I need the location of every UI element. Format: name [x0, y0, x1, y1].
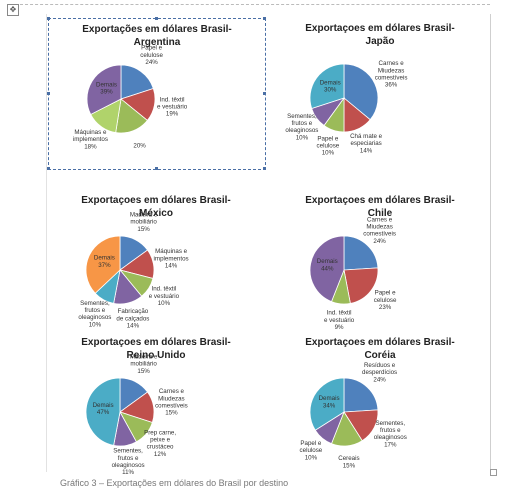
slice-data-label: Papel e celulose 24% — [140, 45, 163, 66]
pie-slice — [120, 64, 154, 100]
pie-slice — [343, 267, 379, 304]
slice-data-label: Ind. têxtil e vestuário 10% — [149, 286, 180, 307]
slice-data-label: Papel e celulose 10% — [300, 440, 323, 461]
pie-slice — [343, 235, 379, 271]
pie-chart-svg: Madeira e mobiliário 15% Máquinas e implemen… — [78, 212, 189, 330]
slice-data-label: 20% — [133, 143, 146, 150]
resize-handle-icon[interactable] — [490, 469, 497, 476]
slice-data-label: Madeira e mobiliário 15% — [130, 212, 158, 233]
selection-handle[interactable] — [47, 167, 50, 170]
slice-data-label: Prep carne, peixe e crustáceo 12% — [144, 429, 176, 458]
slice-data-label: Demais 44% — [317, 258, 338, 272]
pie-chart-svg: Resíduos e desperdícios 24% Sementes, frutos… — [300, 362, 407, 470]
slice-data-label: Cereais 15% — [338, 455, 359, 469]
chart-coreia[interactable]: Exportaçoes em dólares Brasil- Coréia Res… — [272, 332, 488, 482]
selection-handle[interactable] — [263, 17, 266, 20]
chart-mexico[interactable]: Exportaçoes em dólares Brasil- México Mad… — [48, 190, 264, 340]
selection-handle[interactable] — [263, 92, 266, 95]
slice-data-label: Ind. têxtil e vestuário 9% — [324, 310, 355, 331]
chart-title: Exportaçoes em dólares Brasil- Coréia — [305, 337, 455, 361]
chart-chile[interactable]: Exportaçoes em dólares Brasil- Chile Carn… — [272, 190, 488, 340]
chart-title: Exportaçoes em dólares Brasil- Chile — [305, 195, 455, 219]
move-handle-icon[interactable]: ✥ — [7, 4, 19, 16]
slice-data-label: Carnes e Miudezas comestíveis 24% — [363, 216, 396, 245]
chart-title: Exportaçoes em dólares Brasil- México — [81, 195, 231, 219]
slice-data-label: Ind. têxtil e vestuário 19% — [157, 96, 188, 117]
slice-data-label: Sementes, frutos e oleaginosos 11% — [112, 448, 145, 477]
pie-slice — [85, 377, 121, 446]
pie-slice — [309, 63, 345, 110]
chart-reino-unido[interactable]: Exportaçoes em dólares Brasil- Reino Unid… — [48, 332, 264, 482]
slice-data-label: Demais 47% — [93, 402, 114, 416]
slice-data-label: Papel e celulose 23% — [374, 290, 397, 311]
pie-slice — [85, 235, 121, 294]
pie-slice — [343, 63, 379, 121]
selection-handle[interactable] — [155, 17, 158, 20]
document-page-edge — [46, 14, 491, 472]
figure-caption: Gráfico 3 – Exportações em dólares do Br… — [60, 478, 289, 488]
pie-slice — [309, 235, 345, 303]
slice-data-label: Sementes, frutos e oleaginosos 17% — [374, 420, 407, 449]
slice-data-label: Madeira e mobiliário 15% — [130, 354, 158, 375]
slice-data-label: Demais 37% — [94, 255, 115, 269]
slice-data-label: Carnes e Miudezas comestíveis 15% — [155, 388, 188, 417]
slice-data-label: Demais 34% — [319, 395, 340, 409]
pie-slice — [309, 377, 345, 431]
slice-data-label: Sementes, frutos e oleaginosos 10% — [78, 300, 111, 329]
pie-chart-svg: Carnes e Miudezas comestíveis 24% Papel e cel… — [309, 216, 397, 331]
selection-handle[interactable] — [47, 17, 50, 20]
slice-data-label: Máquinas e implementos 14% — [154, 248, 189, 269]
chart-title: Exportaçoes em dólares Brasil- Japão — [305, 23, 455, 47]
chart-title: Exportações em dólares Brasil- Argentina — [82, 24, 232, 48]
chart-japao[interactable]: Exportaçoes em dólares Brasil- Japão Carn… — [272, 18, 488, 168]
slice-data-label: Demais 30% — [320, 79, 341, 93]
pie-slice — [343, 377, 379, 413]
pie-chart-svg: Carnes e Miudezas comestíveis 36% Chá mate e… — [285, 60, 408, 157]
pie-slice — [86, 64, 122, 115]
slice-data-label: Papel e celulose 10% — [317, 135, 340, 156]
selection-handle[interactable] — [155, 167, 158, 170]
pie-chart-svg: Papel e celulose 24% Ind. têxtil e vestuário… — [73, 45, 188, 151]
slice-data-label: Demais 39% — [96, 82, 117, 96]
slice-data-label: Chá mate e especiarias 14% — [350, 133, 383, 154]
slice-data-label: Fabricação de calçados 14% — [116, 308, 149, 329]
top-ruler-line — [20, 0, 490, 5]
chart-title: Exportaçoes em dólares Brasil- Reino Unid… — [81, 337, 231, 361]
pie-chart-svg: Madeira e mobiliário 15% Carnes e Miudezas co… — [85, 354, 188, 477]
selection-handle[interactable] — [47, 92, 50, 95]
selection-handle[interactable] — [263, 167, 266, 170]
slice-data-label: Carnes e Miudezas comestíveis 36% — [375, 60, 408, 89]
slice-data-label: Máquinas e implementos 18% — [73, 129, 108, 150]
chart-argentina[interactable]: Exportações em dólares Brasil- Argentina … — [47, 17, 266, 170]
slice-data-label: Sementes, frutos e oleaginosos 10% — [285, 113, 318, 142]
slice-data-label: Resíduos e desperdícios 24% — [362, 362, 397, 383]
